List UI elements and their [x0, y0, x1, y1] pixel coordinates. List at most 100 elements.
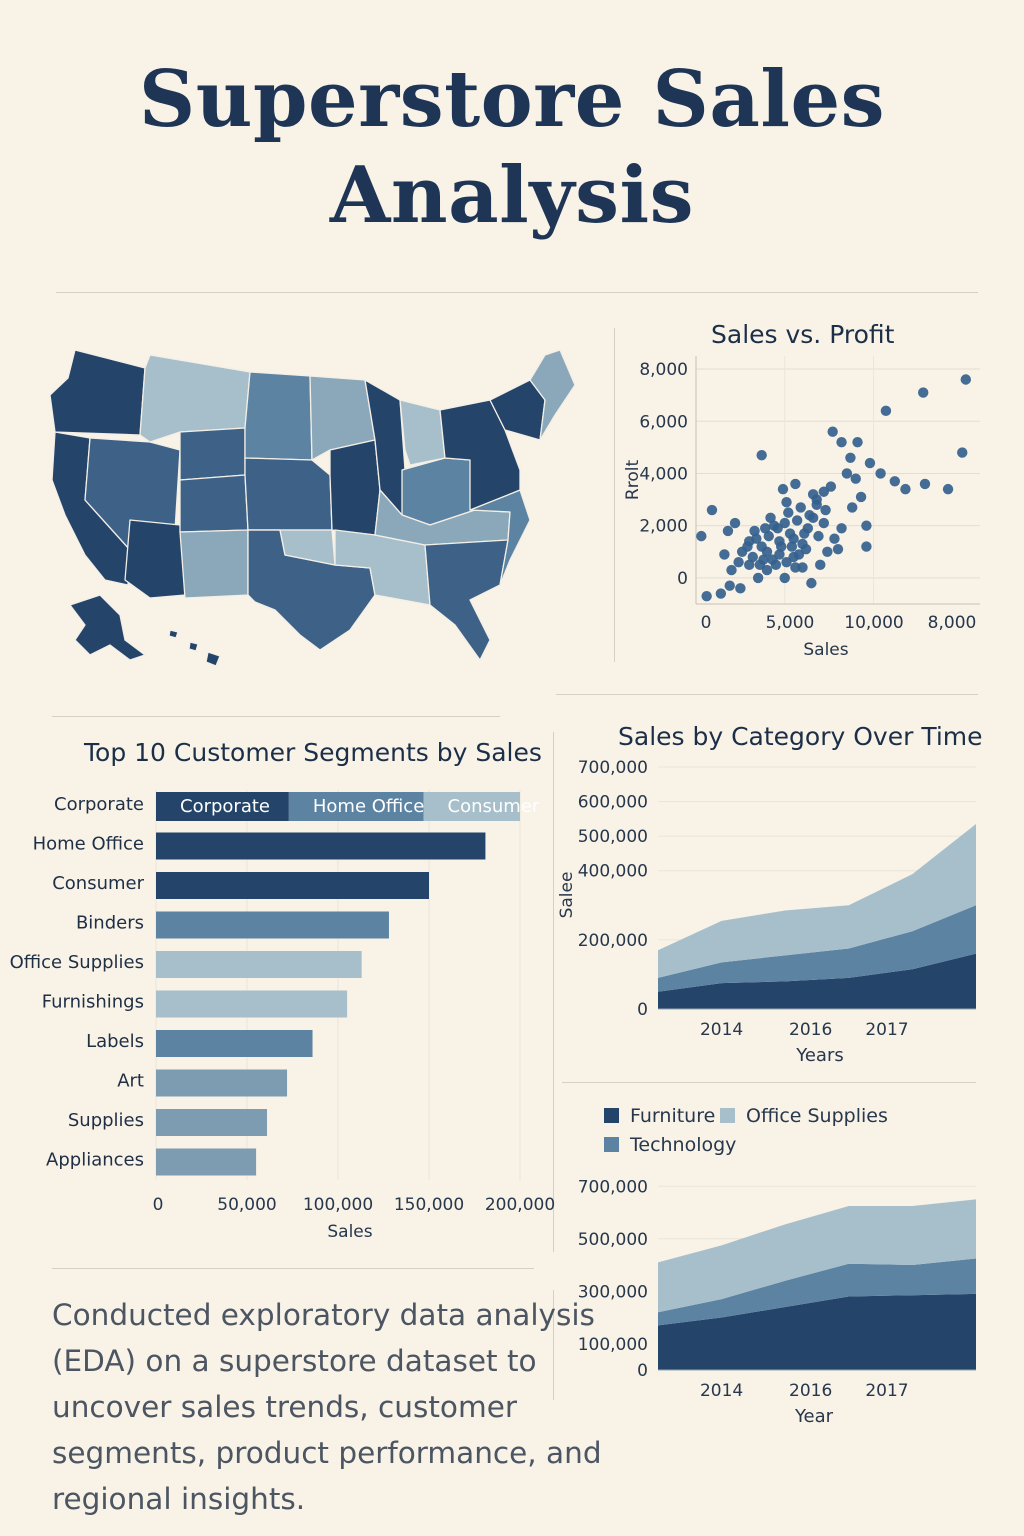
legend-swatch: [604, 1108, 619, 1123]
scatter-point: [756, 450, 767, 461]
map-region-arizona: [124, 519, 186, 599]
area-y-tick: 100,000: [578, 1335, 648, 1355]
bar-category-label: Art: [117, 1071, 144, 1092]
area-series-technology: [658, 1258, 976, 1326]
scatter-point: [779, 517, 790, 529]
scatter-point: [783, 507, 794, 518]
summary-text: Conducted exploratory data analysis (EDA…: [52, 1298, 602, 1516]
scatter-point: [845, 452, 856, 464]
bar-x-tick: 200,000: [485, 1195, 555, 1215]
bar: [156, 951, 362, 978]
scatter-point: [942, 483, 954, 495]
scatter-point: [957, 447, 968, 458]
scatter-point: [815, 559, 826, 571]
bar-segment: [423, 792, 520, 821]
map-region-wyoming: [179, 427, 246, 481]
area-y-tick: 200,000: [578, 931, 648, 951]
area-x-tick: 2017: [865, 1381, 908, 1401]
scatter-point: [729, 517, 741, 529]
bar: [156, 1069, 288, 1097]
scatter-x-label: Sales: [803, 640, 848, 660]
map-region-dakotas: [244, 371, 313, 461]
scatter-point: [751, 533, 762, 544]
map-region-pacific-nw: [49, 349, 146, 436]
divider-top: [56, 292, 978, 293]
area1-title: Sales by Category Over Time: [618, 722, 983, 751]
scatter-point: [841, 468, 853, 479]
scatter-point: [719, 549, 730, 560]
area-y-label: Salee: [557, 872, 577, 919]
area-series-office-supplies: [658, 824, 976, 978]
legend-label: Technology: [629, 1134, 736, 1156]
bar: [156, 872, 429, 899]
scatter-point: [829, 533, 840, 544]
divider-bar-area: [553, 732, 554, 1252]
divider-scatter-bottom: [556, 694, 978, 695]
bar-x-tick: 50,000: [217, 1195, 276, 1215]
scatter-point: [919, 478, 931, 490]
area-series-furniture: [658, 1293, 976, 1370]
scatter-point: [791, 515, 803, 526]
scatter-y-tick: 6,000: [639, 412, 688, 432]
map-region-alaska: [69, 594, 146, 661]
scatter-point: [706, 504, 718, 516]
legend-swatch: [720, 1108, 735, 1123]
bar-x-label: Sales: [327, 1222, 372, 1242]
scatter-point: [781, 496, 792, 508]
scatter-point: [850, 473, 861, 484]
bar-category-label: Supplies: [68, 1110, 144, 1131]
scatter-point: [770, 559, 782, 571]
scatter-point: [861, 520, 872, 531]
scatter-point: [752, 572, 764, 584]
scatter-point: [875, 468, 886, 479]
area-x-tick: 2014: [700, 1020, 743, 1040]
scatter-point: [822, 546, 833, 557]
scatter-y-tick: 2,000: [639, 517, 688, 537]
bar-category-label: Home Office: [33, 834, 144, 855]
scatter-point: [880, 405, 892, 417]
map-region-southeast: [424, 539, 509, 661]
scatter-point: [696, 530, 707, 542]
bar: [156, 911, 389, 939]
scatter-point: [799, 528, 810, 539]
bar-x-tick: 150,000: [394, 1195, 464, 1215]
scatter-title: Sales vs. Profit: [711, 320, 895, 349]
bar-category-label: Appliances: [46, 1150, 144, 1171]
area-chart-1: 700,000 600,000 500,000 400,000 200,000 0 2014…: [557, 758, 976, 1066]
legend-label: Furniture: [630, 1105, 715, 1127]
scatter-point: [735, 583, 746, 594]
scatter-chart: 8,000 6,000 4,000 2,000 0 0 5,000 10,000 8,000 Sa…: [623, 356, 980, 660]
scatter-point: [795, 502, 806, 513]
scatter-point: [852, 436, 863, 448]
scatter-x-tick: 8,000: [928, 613, 977, 633]
scatter-point: [749, 525, 760, 537]
area-x-tick: 2014: [700, 1381, 743, 1401]
bar-segment-label: Consumer: [448, 796, 540, 817]
scatter-point: [836, 523, 847, 534]
scatter-point: [774, 549, 785, 560]
page-title-line2: Analysis: [329, 150, 695, 241]
scatter-point: [781, 557, 792, 568]
bar-category-label: Binders: [76, 913, 144, 934]
bar-category-label: Office Supplies: [10, 952, 144, 973]
scatter-point: [701, 590, 712, 602]
bar-category-label: Consumer: [52, 873, 144, 894]
divider-area-middle: [562, 1082, 976, 1083]
bar-title: Top 10 Customer Segments by Sales: [84, 738, 542, 767]
area-y-tick: 500,000: [578, 827, 648, 847]
scatter-point: [825, 481, 837, 492]
bar-x-tick: 100,000: [303, 1195, 373, 1215]
area-series-office-supplies: [658, 1199, 976, 1313]
bar-category-label: Labels: [86, 1031, 144, 1052]
area-x-tick: 2016: [789, 1381, 832, 1401]
area-y-tick: 0: [637, 1000, 648, 1020]
scatter-x-tick: 10,000: [844, 613, 903, 633]
scatter-point: [722, 525, 734, 537]
scatter-point: [790, 562, 801, 573]
scatter-y-tick: 4,000: [639, 464, 688, 484]
scatter-y-tick: 8,000: [639, 360, 688, 380]
scatter-point: [827, 426, 838, 437]
bar: [156, 990, 348, 1018]
scatter-point: [960, 374, 971, 385]
scatter-point: [813, 530, 824, 542]
